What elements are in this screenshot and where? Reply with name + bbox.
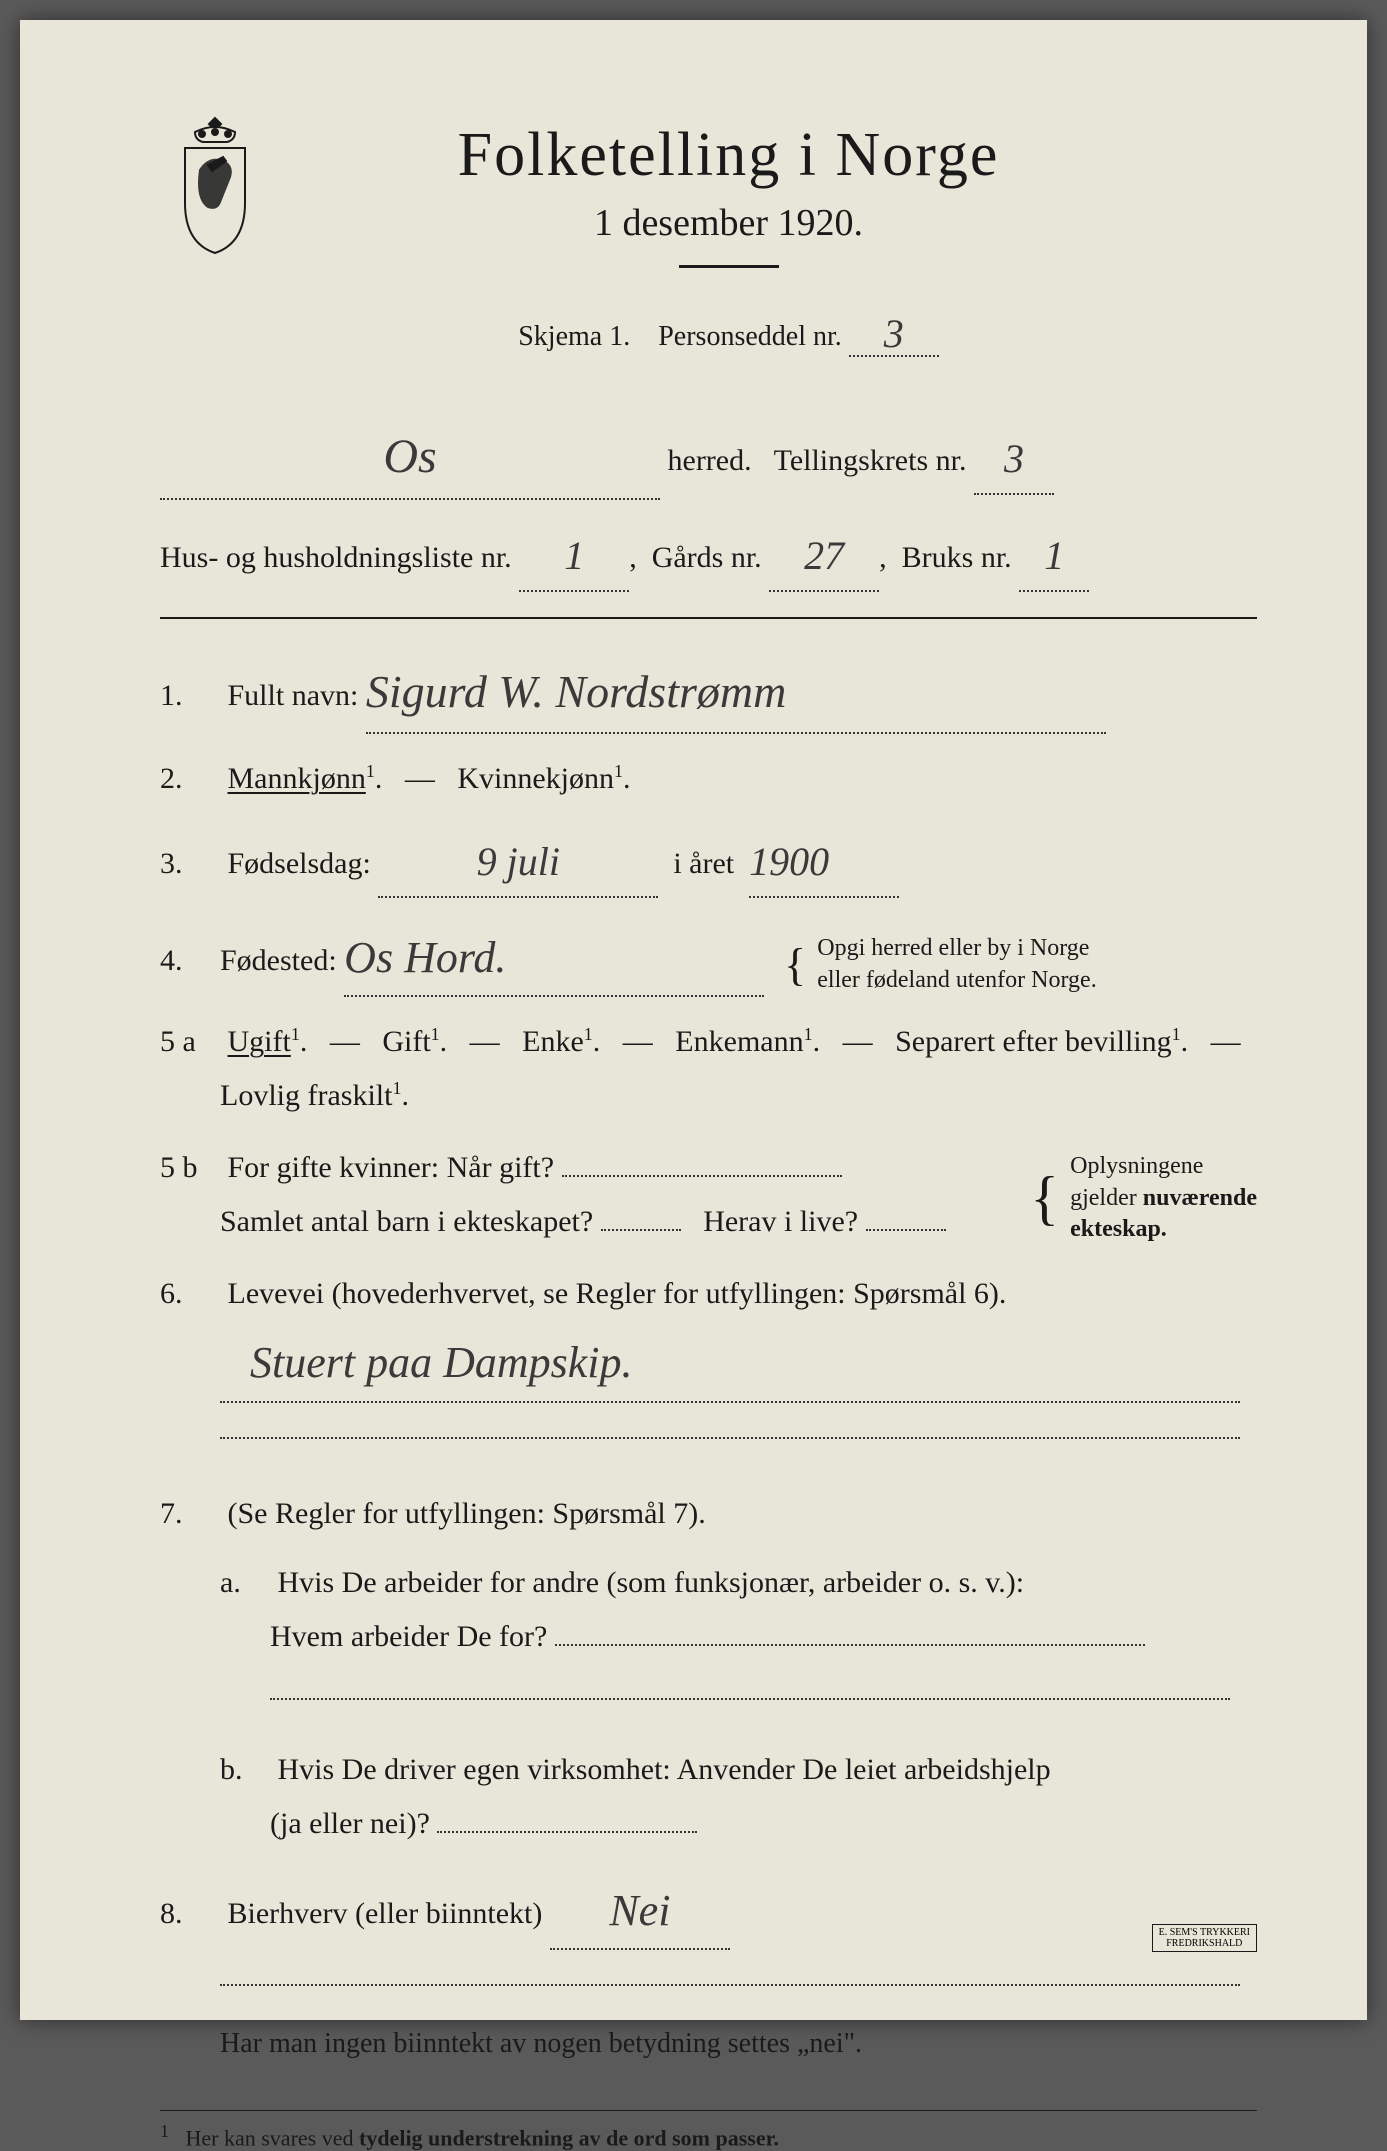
q8-value: Nei (609, 1871, 670, 1950)
q5b-num: 5 b (160, 1141, 220, 1195)
title-divider (679, 265, 779, 268)
meta-line-3: Hus- og husholdningsliste nr. 1, Gårds n… (160, 518, 1257, 592)
bruks-nr: 1 (1044, 520, 1064, 592)
q3-num: 3. (160, 837, 220, 891)
census-form-page: Folketelling i Norge 1 desember 1920. Sk… (20, 20, 1367, 2020)
bruks-label: Bruks nr. (902, 541, 1012, 574)
q3-year: 1900 (749, 826, 829, 898)
section-divider-1 (160, 617, 1257, 619)
coat-of-arms-icon (160, 110, 270, 260)
q1-label: Fullt navn: (228, 679, 359, 712)
q7-label: (Se Regler for utfyllingen: Spørsmål 7). (228, 1497, 706, 1530)
q2-male: Mannkjønn (228, 762, 366, 795)
personseddel-label: Personseddel nr. (658, 321, 842, 352)
printer-mark: E. SEM'S TRYKKERI FREDRIKSHALD (1152, 1924, 1257, 1952)
q4-label: Fødested: (220, 934, 337, 988)
brace-icon: { (784, 935, 806, 995)
tellingskrets-label: Tellingskrets nr. (774, 444, 967, 477)
skjema-label: Skjema 1. (518, 321, 630, 352)
q2-num: 2. (160, 752, 220, 806)
q4-note-l1: Opgi herred eller by i Norge (817, 935, 1089, 961)
meta-line-2: Os herred. Tellingskrets nr. 3 (160, 412, 1257, 500)
q4-num: 4. (160, 934, 220, 988)
tellingskrets-nr: 3 (1004, 423, 1024, 495)
q1-row: 1. Fullt navn: Sigurd W. Nordstrømm (160, 649, 1257, 734)
q3-row: 3. Fødselsdag: 9 juli i året 1900 (160, 824, 1257, 898)
gards-label: Gårds nr. (652, 541, 762, 574)
meta-line-1: Skjema 1. Personseddel nr. 3 (310, 308, 1147, 357)
q5b-note: { Oplysningene gjelder gjelder nuværende… (1030, 1151, 1257, 1245)
q4-note-l2: eller fødeland utenfor Norge. (817, 967, 1096, 993)
q5a-row: 5 a Ugift1. — Gift1. — Enke1. — Enkemann… (160, 1015, 1257, 1123)
herred-value: Os (383, 414, 436, 500)
q5a-lovlig: Lovlig fraskilt (160, 1079, 392, 1112)
q5a-enke: Enke (522, 1025, 584, 1058)
q5b-note-l1: Oplysningene (1070, 1153, 1203, 1179)
footnote: 1 Her kan svares ved tydelig understrekn… (160, 2121, 1257, 2151)
q6-label: Levevei (hovederhvervet, se Regler for u… (228, 1277, 1007, 1310)
q7a-l1: Hvis De arbeider for andre (som funksjon… (278, 1566, 1025, 1599)
footnote-text-bold: tydelig understrekning av de ord som pas… (359, 2125, 779, 2150)
gards-nr: 27 (804, 520, 844, 592)
footnote-num: 1 (160, 2121, 169, 2141)
q2-female: Kvinnekjønn (457, 762, 614, 795)
q5a-gift: Gift (382, 1025, 430, 1058)
q7b-num: b. (220, 1743, 270, 1797)
q7a-l2: Hvem arbeider De for? (220, 1620, 547, 1653)
q5b-label1: For gifte kvinner: Når gift? (228, 1151, 555, 1184)
footnote-text-plain: Her kan svares ved (186, 2125, 360, 2150)
q5b-label2: Samlet antal barn i ekteskapet? (160, 1205, 593, 1238)
q5a-num: 5 a (160, 1015, 220, 1069)
printer-l1: E. SEM'S TRYKKERI (1159, 1927, 1250, 1938)
q4-note: { Opgi herred eller by i Norge eller fød… (784, 933, 1097, 995)
brace-icon: { (1030, 1159, 1059, 1237)
q7-row: 7. (Se Regler for utfyllingen: Spørsmål … (160, 1487, 1257, 1851)
q7b-l1: Hvis De driver egen virksomhet: Anvender… (278, 1753, 1051, 1786)
q3-year-label: i året (673, 847, 734, 880)
q8-num: 8. (160, 1887, 220, 1941)
q6-row: 6. Levevei (hovederhvervet, se Regler fo… (160, 1267, 1257, 1456)
q5a-separert: Separert efter bevilling (895, 1025, 1172, 1058)
q1-num: 1. (160, 669, 220, 723)
q1-value: Sigurd W. Nordstrømm (366, 651, 786, 734)
q4-value: Os Hord. (344, 918, 506, 997)
q8-label: Bierhverv (eller biinntekt) (228, 1897, 543, 1930)
q8-note: Har man ingen biinntekt av nogen betydni… (160, 2019, 862, 2069)
q5a-enkemann: Enkemann (675, 1025, 803, 1058)
q8-row: 8. Bierhverv (eller biinntekt) Nei Har m… (160, 1869, 1257, 2070)
q5b-note-l3: ekteskap. (1070, 1216, 1167, 1242)
q5b-label3: Herav i live? (703, 1205, 858, 1238)
title-block: Folketelling i Norge 1 desember 1920. Sk… (310, 120, 1257, 372)
herred-label: herred. (668, 444, 752, 477)
main-title: Folketelling i Norge (310, 120, 1147, 191)
personseddel-nr: 3 (884, 310, 904, 357)
footnote-divider (160, 2110, 1257, 2111)
q5b-row: 5 b For gifte kvinner: Når gift? Samlet … (160, 1141, 1257, 1249)
husliste-nr: 1 (564, 520, 584, 592)
husliste-label: Hus- og husholdningsliste nr. (160, 541, 512, 574)
printer-l2: FREDRIKSHALD (1166, 1938, 1242, 1949)
q6-value: Stuert paa Dampskip. (250, 1323, 633, 1402)
q7a-num: a. (220, 1556, 270, 1610)
q2-sup2: 1 (614, 761, 623, 781)
q6-num: 6. (160, 1267, 220, 1321)
q3-label: Fødselsdag: (228, 847, 371, 880)
q2-sup1: 1 (366, 761, 375, 781)
sub-title: 1 desember 1920. (310, 201, 1147, 245)
q3-day: 9 juli (477, 826, 560, 898)
q5b-note-l2: gjelder gjelder nuværendenuværende (1070, 1185, 1257, 1211)
q2-sep: — (405, 762, 435, 795)
q2-row: 2. Mannkjønn1. — Kvinnekjønn1. (160, 752, 1257, 806)
q5a-ugift: Ugift (228, 1025, 291, 1058)
header: Folketelling i Norge 1 desember 1920. Sk… (160, 120, 1257, 372)
q7-num: 7. (160, 1487, 220, 1541)
q7b-l2: (ja eller nei)? (220, 1807, 430, 1840)
q4-row: 4. Fødested: Os Hord. { Opgi herred elle… (160, 916, 1257, 997)
